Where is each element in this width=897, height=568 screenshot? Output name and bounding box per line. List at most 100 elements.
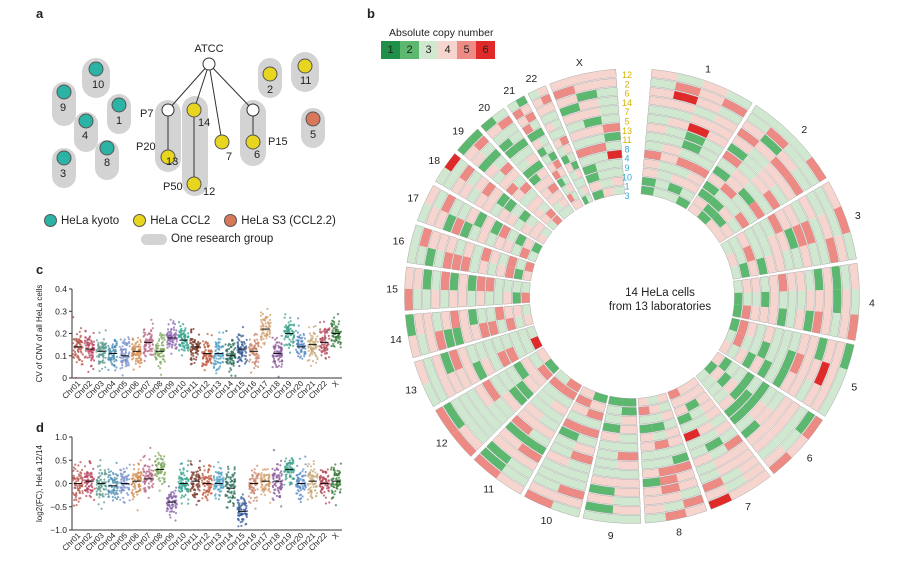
plot-c-point xyxy=(232,364,235,367)
plot-c-point xyxy=(98,331,101,334)
plot-c-point xyxy=(190,330,193,334)
copy-number-colorkey: Absolute copy number 1 2 3 4 5 6 xyxy=(381,27,495,59)
plot-c-point xyxy=(163,334,166,337)
plot-c-point xyxy=(217,338,220,341)
plot-c-point xyxy=(225,329,228,333)
circos-center-label: 14 HeLa cells from 13 laboratories xyxy=(560,286,760,314)
plot-c-point xyxy=(80,341,84,344)
cnv-segment xyxy=(622,398,637,407)
chromosome-label-9: 9 xyxy=(608,530,614,542)
cnv-segment xyxy=(730,264,742,280)
cnv-segment xyxy=(485,277,495,292)
plot-c-point xyxy=(190,338,193,341)
plot-c-point xyxy=(253,340,256,343)
cnv-segment xyxy=(761,291,770,308)
plot-c-point xyxy=(214,355,217,358)
plot-c-point xyxy=(138,365,141,368)
plot-c-point xyxy=(80,327,83,330)
plot-c-point xyxy=(150,318,153,321)
plot-c-point xyxy=(123,338,126,341)
plot-c-point xyxy=(84,355,87,358)
ccl2-dot-icon xyxy=(133,214,147,227)
cnv-segment xyxy=(515,258,527,271)
plot-c-point xyxy=(243,346,246,349)
plot-c-strip-Chr01 xyxy=(71,316,84,380)
cnv-segment xyxy=(621,407,637,416)
cnv-segment xyxy=(778,291,788,309)
cnv-segment xyxy=(614,478,640,488)
chromosome-label-19: 19 xyxy=(452,126,464,138)
cnv-segment xyxy=(431,289,440,309)
plot-c-point xyxy=(175,347,178,350)
plot-c-point xyxy=(102,338,105,341)
plot-c-point xyxy=(139,362,142,365)
plot-c-point xyxy=(170,331,173,335)
plot-c-point xyxy=(90,351,94,354)
plot-c-point xyxy=(107,358,110,361)
chromosome-label-3: 3 xyxy=(855,210,861,222)
plot-c-point xyxy=(202,340,205,343)
plot-c-point xyxy=(181,345,184,348)
plot-c-point xyxy=(182,323,185,326)
plot-c-point xyxy=(238,359,241,362)
plot-c-point xyxy=(111,346,114,349)
plot-c-point xyxy=(197,333,201,336)
plot-c-point xyxy=(119,338,122,341)
plot-c-point xyxy=(145,339,148,342)
plot-c-point xyxy=(241,344,244,347)
plot-c-ylabel: CV of CNV of all HeLa cells xyxy=(35,285,44,383)
chromosome-label-16: 16 xyxy=(393,236,405,248)
plot-c-point xyxy=(131,348,134,351)
chromosome-label-10: 10 xyxy=(541,515,553,527)
cnv-segment xyxy=(485,291,494,306)
colorkey-cell: 3 xyxy=(419,41,438,59)
cnv-segment xyxy=(618,433,638,443)
plot-c-point xyxy=(148,332,151,335)
legend-kyoto: HeLa kyoto xyxy=(44,214,119,227)
plot-c-point xyxy=(180,354,184,357)
plot-c-point xyxy=(125,342,129,345)
plot-c-point xyxy=(92,349,95,352)
plot-c-point xyxy=(160,373,163,376)
plot-c-point xyxy=(114,350,117,353)
plot-c-point xyxy=(241,326,245,329)
plot-c-point xyxy=(103,342,106,345)
plot-c-point xyxy=(72,349,75,352)
plot-c-strip-Chr09 xyxy=(165,318,178,355)
plot-c-point xyxy=(172,326,176,329)
plot-c-point xyxy=(120,353,123,356)
plot-c-point xyxy=(157,339,160,342)
chromosome-label-18: 18 xyxy=(428,155,440,167)
plot-c-point xyxy=(238,350,241,353)
plot-c-point xyxy=(171,322,175,325)
plot-c-point xyxy=(256,338,259,341)
plot-c-point xyxy=(185,341,189,344)
plot-c-point xyxy=(203,350,206,353)
sample-node-7 xyxy=(214,134,230,150)
plot-c-point xyxy=(134,354,138,357)
plot-c-point xyxy=(71,342,75,345)
plot-c-point xyxy=(114,369,117,372)
plot-c-point xyxy=(102,356,105,359)
plot-c-point xyxy=(204,349,207,352)
cnv-segment xyxy=(521,292,530,304)
legend-group: One research group xyxy=(44,233,273,245)
plot-c-point xyxy=(213,359,216,362)
plot-c-point xyxy=(218,331,221,334)
cnv-segment xyxy=(618,442,639,452)
cnv-segment xyxy=(841,289,851,315)
plot-c-point xyxy=(172,328,176,331)
plot-c-point xyxy=(101,341,104,344)
cnv-segment xyxy=(758,306,770,323)
cnv-segment xyxy=(620,416,638,425)
cnv-segment xyxy=(422,289,431,310)
plot-c-point xyxy=(159,332,162,335)
plot-c-point xyxy=(212,362,215,365)
plot-c-ytick-label: 0.3 xyxy=(55,306,67,316)
cnv-segment xyxy=(639,424,653,434)
plot-c-point xyxy=(190,342,193,345)
plot-c-point xyxy=(255,333,259,336)
plot-c-point xyxy=(182,349,185,352)
cnv-segment xyxy=(458,290,467,308)
